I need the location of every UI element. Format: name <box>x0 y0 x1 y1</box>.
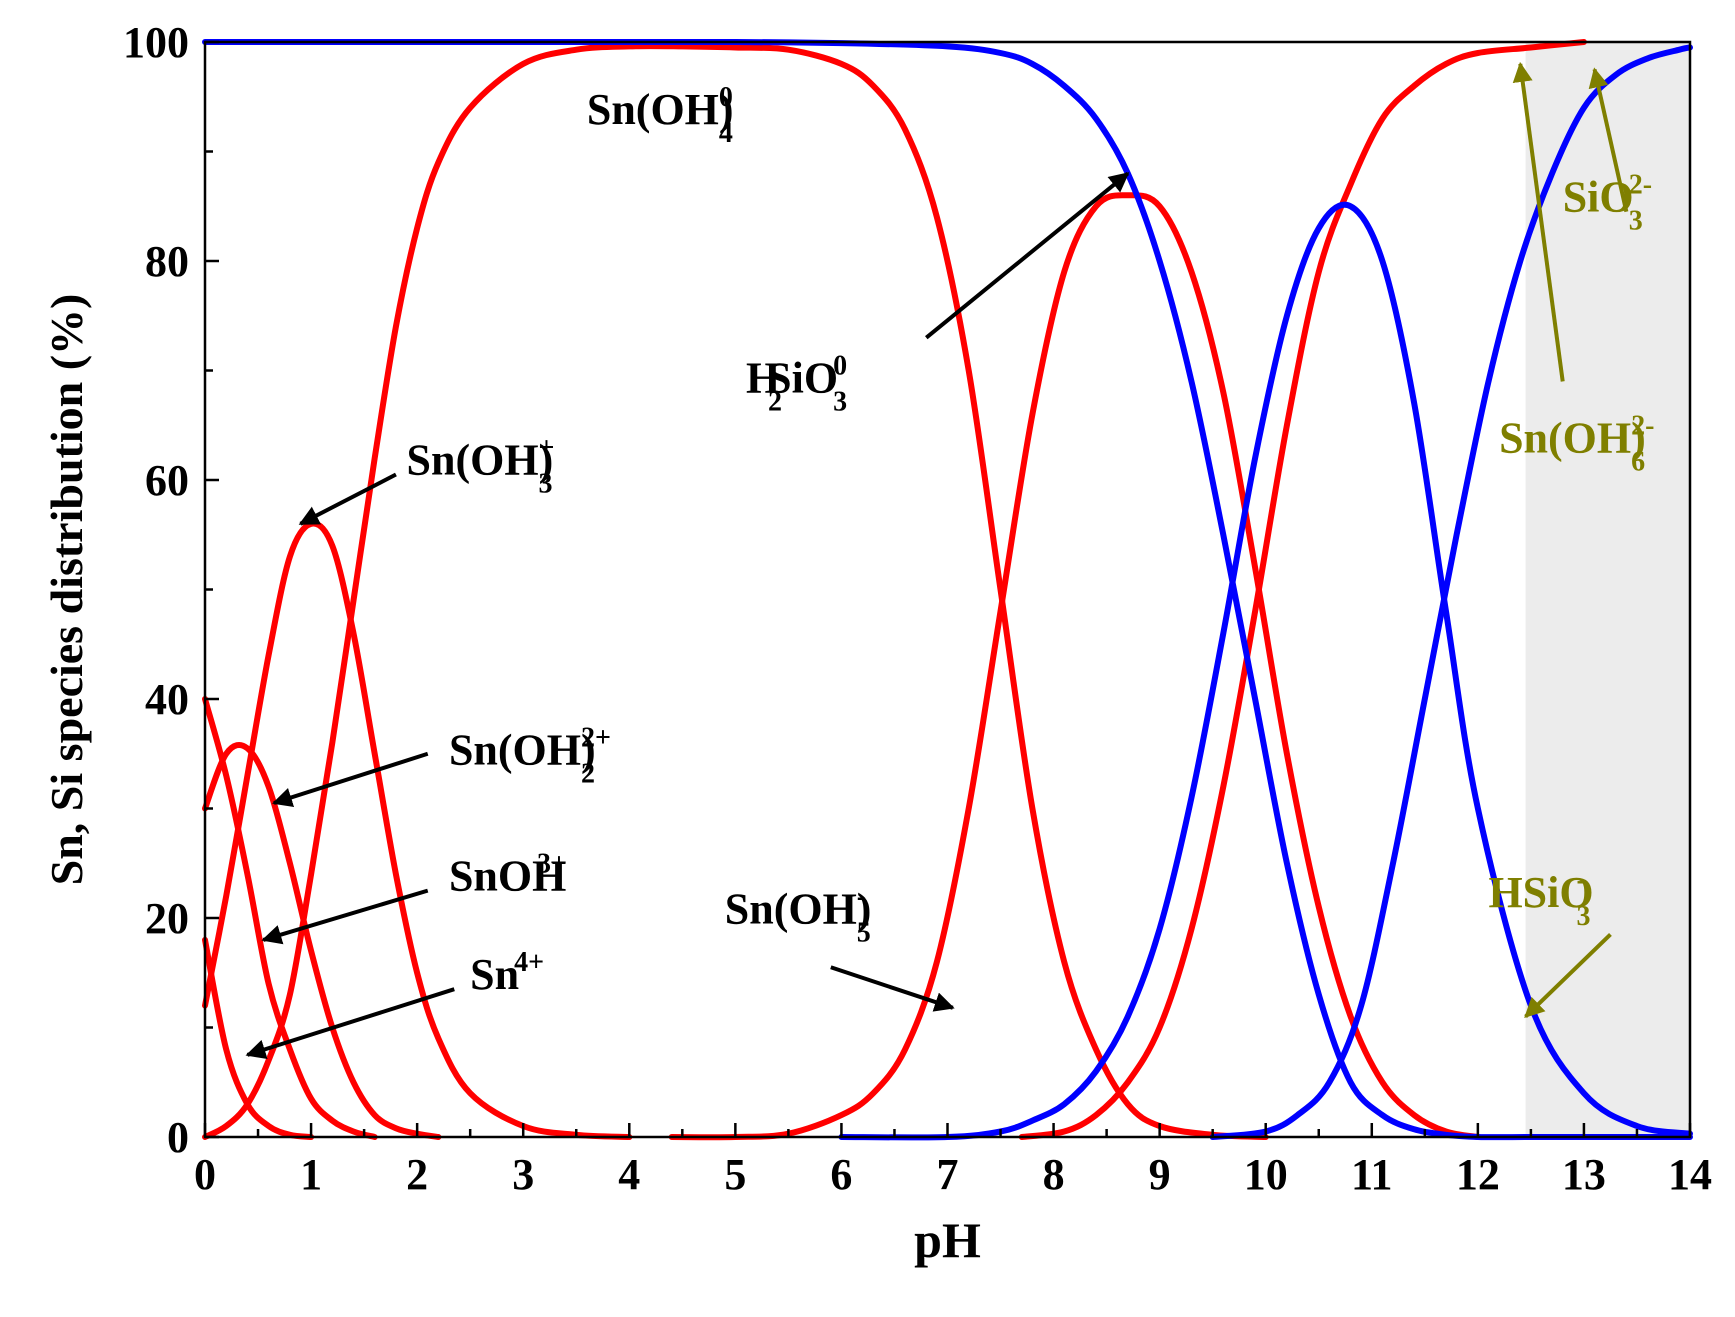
x-tick-label: 7 <box>937 1150 959 1199</box>
species-label: SiO2- 3 <box>1563 170 1652 237</box>
annotation-arrow <box>925 171 1130 340</box>
species-label-main: HSiO <box>1488 868 1593 917</box>
species-label-sup: + <box>539 433 555 464</box>
x-tick-label: 0 <box>194 1150 216 1199</box>
x-tick-label: 6 <box>830 1150 852 1199</box>
species-label: Sn(OH)0 4 <box>587 82 734 149</box>
x-tick-label: 1 <box>300 1150 322 1199</box>
species-label-sub: 2 <box>581 759 595 790</box>
species-label-sub: 3 <box>833 386 847 417</box>
y-tick-label: 20 <box>145 894 189 943</box>
annotation-arrow <box>298 472 397 526</box>
species-label-sup: 0 <box>833 350 847 381</box>
species-label: H2 <box>746 353 782 417</box>
x-tick-label: 3 <box>512 1150 534 1199</box>
plot-frame <box>203 40 1692 1139</box>
species-label: Sn(OH)2+ 2 <box>449 723 611 790</box>
species-label-sub: 2 <box>768 386 782 417</box>
series-line-sn-3 <box>202 520 633 1140</box>
species-label-main: H <box>746 353 780 402</box>
y-tick-label: 100 <box>123 18 189 67</box>
x-tick-label: 12 <box>1456 1150 1500 1199</box>
y-tick-label: 0 <box>167 1113 189 1162</box>
series-line-si-7 <box>202 38 1693 1141</box>
series-line-sn-0 <box>202 936 315 1140</box>
species-label-sup: 4+ <box>514 947 544 978</box>
species-label: SnOH3+ <box>449 849 567 901</box>
species-label-sub: 4 <box>719 118 733 149</box>
annotation-arrow <box>272 751 429 808</box>
species-label-main: SiO <box>767 353 838 402</box>
annotation-arrow <box>245 987 455 1059</box>
curves-layer <box>202 38 1693 1141</box>
species-label: SiO0 3 <box>767 350 847 417</box>
x-tick-label: 14 <box>1668 1150 1712 1199</box>
series-line-sn-6 <box>1018 39 1587 1140</box>
species-label-sub: 3 <box>1629 206 1643 237</box>
annotation-arrow <box>830 965 955 1012</box>
species-label-main: SiO <box>1563 173 1634 222</box>
x-tick-label: 8 <box>1043 1150 1065 1199</box>
species-label-sup: 3+ <box>537 849 567 880</box>
species-label: Sn(OH)+ 3 <box>407 433 555 500</box>
y-tick-label: 60 <box>145 456 189 505</box>
series-line-si-8 <box>838 201 1693 1141</box>
species-label: Sn(OH)2- 6 <box>1499 411 1654 478</box>
ticks-layer <box>203 40 1692 1139</box>
x-tick-label: 5 <box>724 1150 746 1199</box>
x-tick-label: 13 <box>1562 1150 1606 1199</box>
species-label-sup: 2+ <box>581 723 611 754</box>
series-line-sn-4 <box>202 43 1269 1140</box>
species-label-main: Sn(OH) <box>587 85 734 134</box>
x-tick-label: 2 <box>406 1150 428 1199</box>
species-label-main: Sn(OH) <box>407 436 554 485</box>
species-label-sup: 0 <box>719 82 733 113</box>
species-label: HSiO- 3 <box>1488 865 1593 932</box>
species-label-sup: 2- <box>1631 411 1654 442</box>
species-label-sup: - <box>1576 865 1585 896</box>
y-tick-label: 80 <box>145 237 189 286</box>
y-axis-title: Sn, Si species distribution (%) <box>41 294 92 886</box>
species-label: Sn4+ <box>470 947 544 999</box>
species-label-sub: 3 <box>1576 901 1590 932</box>
annotation-arrow <box>261 888 429 945</box>
x-tick-label: 4 <box>618 1150 640 1199</box>
x-tick-label: 10 <box>1244 1150 1288 1199</box>
species-label-main: SnOH <box>449 852 566 901</box>
species-label-main: Sn(OH) <box>449 726 596 775</box>
species-label-main: Sn(OH) <box>1499 414 1646 463</box>
y-tick-label: 40 <box>145 675 189 724</box>
x-axis-title: pH <box>914 1212 981 1268</box>
x-tick-label: 11 <box>1351 1150 1393 1199</box>
species-label-main: Sn(OH) <box>725 884 872 933</box>
species-label-sup: - <box>857 881 866 912</box>
species-label-main: Sn <box>470 950 519 999</box>
series-line-sn-5 <box>668 192 1481 1141</box>
species-label-sub: 5 <box>857 917 871 948</box>
series-line-si-9 <box>1209 44 1693 1140</box>
species-label-sup: 2- <box>1629 170 1652 201</box>
species-label: Sn(OH)- 5 <box>725 881 872 948</box>
shaded-region <box>1525 42 1690 1137</box>
series-line-sn-2 <box>202 741 442 1140</box>
annotations-layer: Sn(OH)0 4Sn(OH)+ 3Sn(OH)2+ 2SnOH3+Sn4+H2SiO… <box>245 61 1654 1059</box>
x-tick-label: 9 <box>1149 1150 1171 1199</box>
species-label-sub: 3 <box>539 469 553 500</box>
species-label-sub: 6 <box>1631 447 1645 478</box>
annotation-arrow <box>1588 67 1629 213</box>
annotation-arrow <box>1524 932 1612 1018</box>
annotation-arrow <box>1512 61 1565 382</box>
